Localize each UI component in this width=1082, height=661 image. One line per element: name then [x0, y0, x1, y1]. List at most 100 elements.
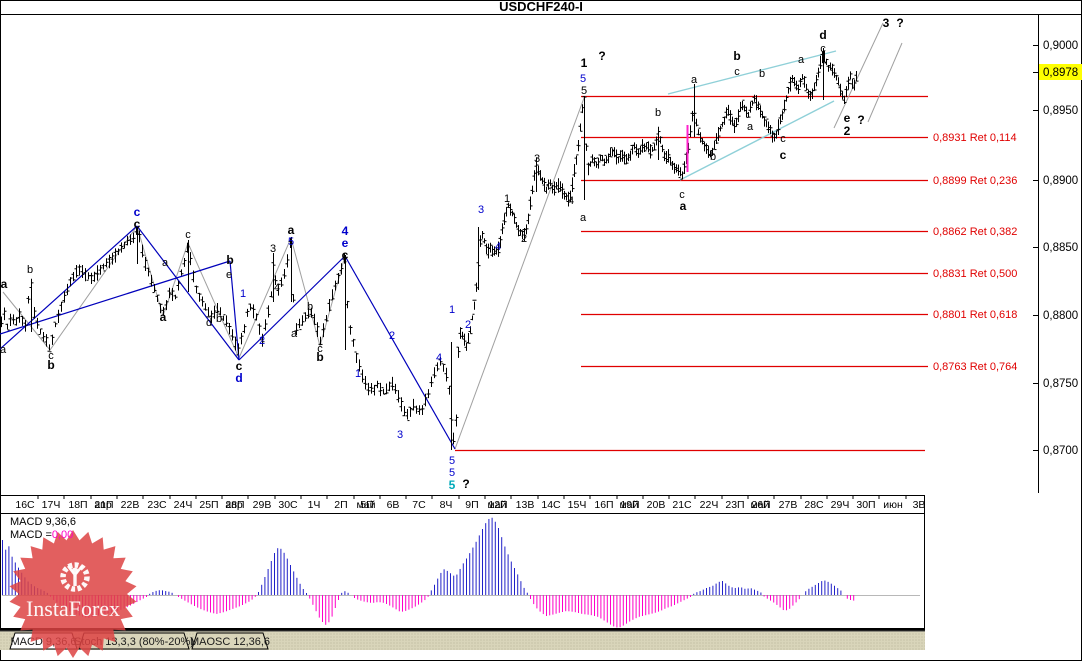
- wave-label: 1: [581, 56, 588, 70]
- instaforex-logo: InstaForex: [9, 530, 137, 658]
- time-axis-month: апр: [94, 499, 112, 511]
- wave-label: 3: [478, 204, 484, 216]
- wave-label: d: [206, 317, 212, 329]
- time-axis-label: 18П: [68, 499, 87, 511]
- price-axis-label: 0,8700: [1043, 445, 1078, 457]
- svg-text:0,8978: 0,8978: [1043, 67, 1078, 79]
- wave-label: 2: [465, 319, 471, 331]
- time-axis-label: 16П: [594, 499, 613, 511]
- time-axis-label: 9П: [465, 499, 478, 511]
- price-axis-label: 0,8900: [1043, 175, 1078, 187]
- time-axis-month: май: [488, 499, 507, 511]
- time-axis-label: 15Ч: [568, 499, 587, 511]
- wave-label: 1: [504, 193, 510, 205]
- time-axis-label: 27В: [779, 499, 798, 511]
- wave-label: b: [226, 253, 233, 267]
- time-axis-label: 6В: [387, 499, 400, 511]
- wave-label: a: [160, 310, 167, 324]
- tab-maosc[interactable]: MAOSC 12,36,6: [190, 632, 270, 650]
- wave-label: 3: [534, 153, 540, 165]
- wave-label: c: [780, 133, 786, 145]
- time-axis-label: 22Ч: [700, 499, 719, 511]
- wave-label: c: [342, 248, 349, 262]
- wave-label: ?: [896, 16, 903, 30]
- price-axis-label: 0,8950: [1043, 105, 1078, 117]
- wave-label: 3: [883, 16, 890, 30]
- wave-label: a: [798, 54, 805, 66]
- time-axis-label: 19П: [620, 499, 639, 511]
- time-axis-label: 26П: [751, 499, 770, 511]
- tab-bar: MACD 9,36,6Stoch 13,3,3 (80%-20%)MAOSC 1…: [0, 630, 925, 650]
- wave-label: c: [679, 189, 685, 201]
- wave-label: a: [680, 199, 687, 213]
- wave-label: 5: [449, 478, 456, 492]
- wave-label: e: [844, 111, 851, 125]
- wave-label: c: [820, 43, 826, 55]
- wave-label: b: [710, 151, 716, 163]
- wave-label: a: [162, 257, 169, 269]
- time-axis-month: май: [620, 499, 639, 511]
- wave-label: b: [27, 264, 33, 276]
- time-axis-label: 29Ч: [831, 499, 850, 511]
- time-axis-label: 23П: [725, 499, 744, 511]
- price-axis-label: 0,8800: [1043, 310, 1078, 322]
- price-bars[interactable]: [0, 48, 859, 450]
- wave-label: c: [134, 205, 141, 219]
- wave-label: a: [580, 212, 587, 224]
- wave-label: a: [288, 223, 295, 237]
- wave-label: 2: [259, 335, 265, 347]
- time-axis-label: 30П: [856, 499, 875, 511]
- wave-label: b: [655, 107, 661, 119]
- wave-label: 5: [449, 455, 455, 467]
- time-axis-label: 24Ч: [174, 499, 193, 511]
- time-axis-label: 20В: [647, 499, 666, 511]
- wave-label: ?: [462, 477, 469, 491]
- wave-label: 1: [355, 368, 361, 380]
- wave-label: 2: [389, 330, 395, 342]
- time-axis-label: 8Ч: [440, 499, 453, 511]
- wave-label: 4: [495, 241, 501, 253]
- fib-label: 0,8831 Ret 0,500: [933, 268, 1017, 280]
- time-axis-label: 1Ч: [308, 499, 321, 511]
- time-axis-month: май: [751, 499, 770, 511]
- time-axis-label: 22В: [121, 499, 140, 511]
- wave-label: 4: [436, 352, 442, 364]
- wave-label: 1: [240, 288, 246, 300]
- macd-value-label: MACD =0,00: [10, 529, 73, 542]
- macd-panel[interactable]: [0, 513, 925, 631]
- time-axis-label: 29В: [253, 499, 272, 511]
- price-axis-label: 0,8750: [1043, 378, 1078, 390]
- time-axis-label: 30С: [278, 499, 298, 511]
- wave-label: b: [216, 313, 222, 325]
- fib-levels: 0,8931 Ret 0,114 0,8899 Ret 0,236 0,8862 R…: [455, 95, 1017, 452]
- wave-label: 2: [521, 233, 527, 245]
- price-axis-label: 0,9000: [1043, 40, 1078, 52]
- wave-label: 5: [580, 73, 586, 85]
- instaforex-logo-text: InstaForex: [26, 596, 120, 621]
- wave-label: 4: [568, 195, 574, 207]
- wave-label: e: [342, 236, 349, 250]
- wave-label: 2: [844, 124, 851, 138]
- wave-label: c: [236, 359, 243, 373]
- time-axis-label: 13В: [516, 499, 535, 511]
- trendlines: [0, 22, 903, 450]
- wave-label: ?: [857, 113, 864, 127]
- time-axis-month: апр: [225, 499, 243, 511]
- wave-label: d: [819, 28, 826, 42]
- time-axis-label: 7С: [412, 499, 426, 511]
- gear-person-icon: [60, 562, 90, 592]
- wave-label: b: [47, 358, 54, 372]
- wave-label: 5: [581, 85, 587, 97]
- macd-value-prefix: MACD =: [10, 529, 52, 541]
- time-axis-label: 21С: [672, 499, 692, 511]
- time-axis-label: 28П: [225, 499, 244, 511]
- time-axis-month: май: [357, 499, 376, 511]
- time-axis-label: 14С: [541, 499, 561, 511]
- fib-label: 0,8763 Ret 0,764: [933, 361, 1017, 373]
- wave-label: b: [307, 301, 313, 313]
- wave-label: 1: [449, 304, 455, 316]
- wave-label: 3: [397, 429, 403, 441]
- svg-text:Stoch 13,3,3 (80%-20%): Stoch 13,3,3 (80%-20%): [74, 636, 194, 648]
